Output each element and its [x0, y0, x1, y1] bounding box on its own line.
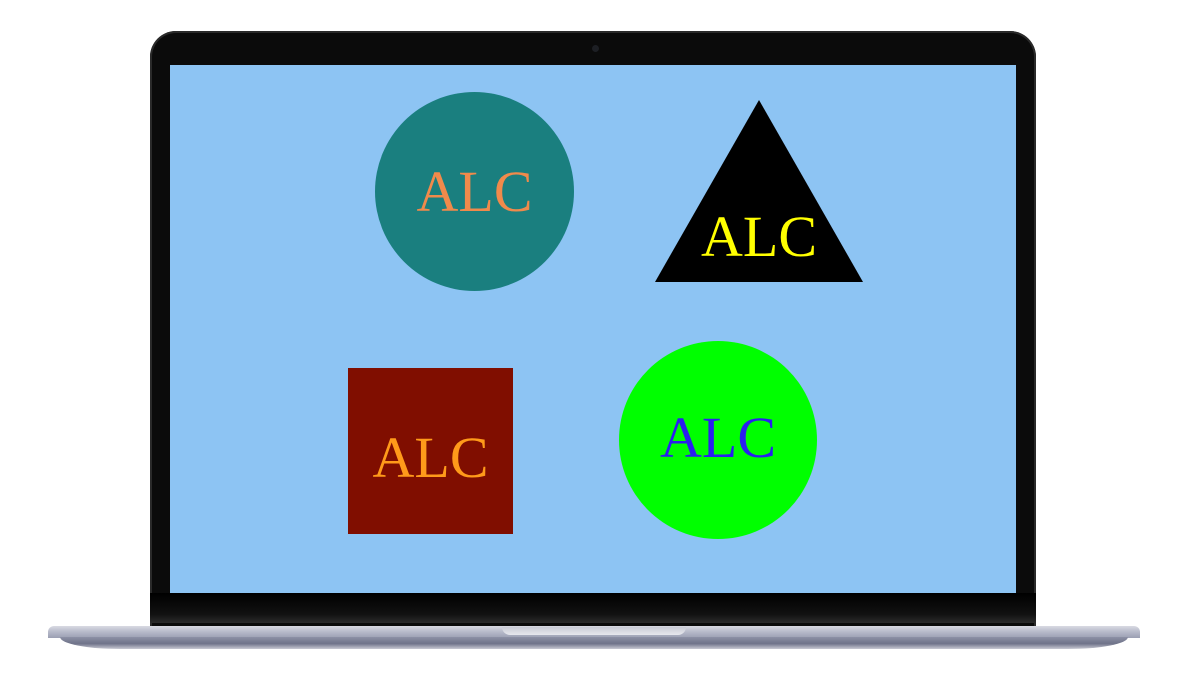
webcam-icon — [592, 45, 599, 52]
black-triangle-label: ALC — [701, 204, 817, 269]
triangle-graphic — [655, 100, 863, 282]
maroon-square-shape: ALC — [348, 368, 513, 534]
green-circle-shape: ALC — [619, 341, 817, 539]
base-bottom-edge — [60, 637, 1128, 649]
black-triangle-shape: ALC — [655, 100, 863, 282]
laptop-base — [48, 626, 1140, 650]
green-circle-label: ALC — [660, 405, 776, 470]
bezel-bottom-strip — [150, 593, 1036, 623]
teal-circle-shape: ALC — [375, 92, 574, 291]
laptop-screen: ALC ALC ALC ALC — [170, 65, 1016, 593]
maroon-square-label: ALC — [372, 425, 489, 490]
teal-circle-label: ALC — [416, 158, 533, 224]
base-opening-notch — [502, 627, 686, 635]
